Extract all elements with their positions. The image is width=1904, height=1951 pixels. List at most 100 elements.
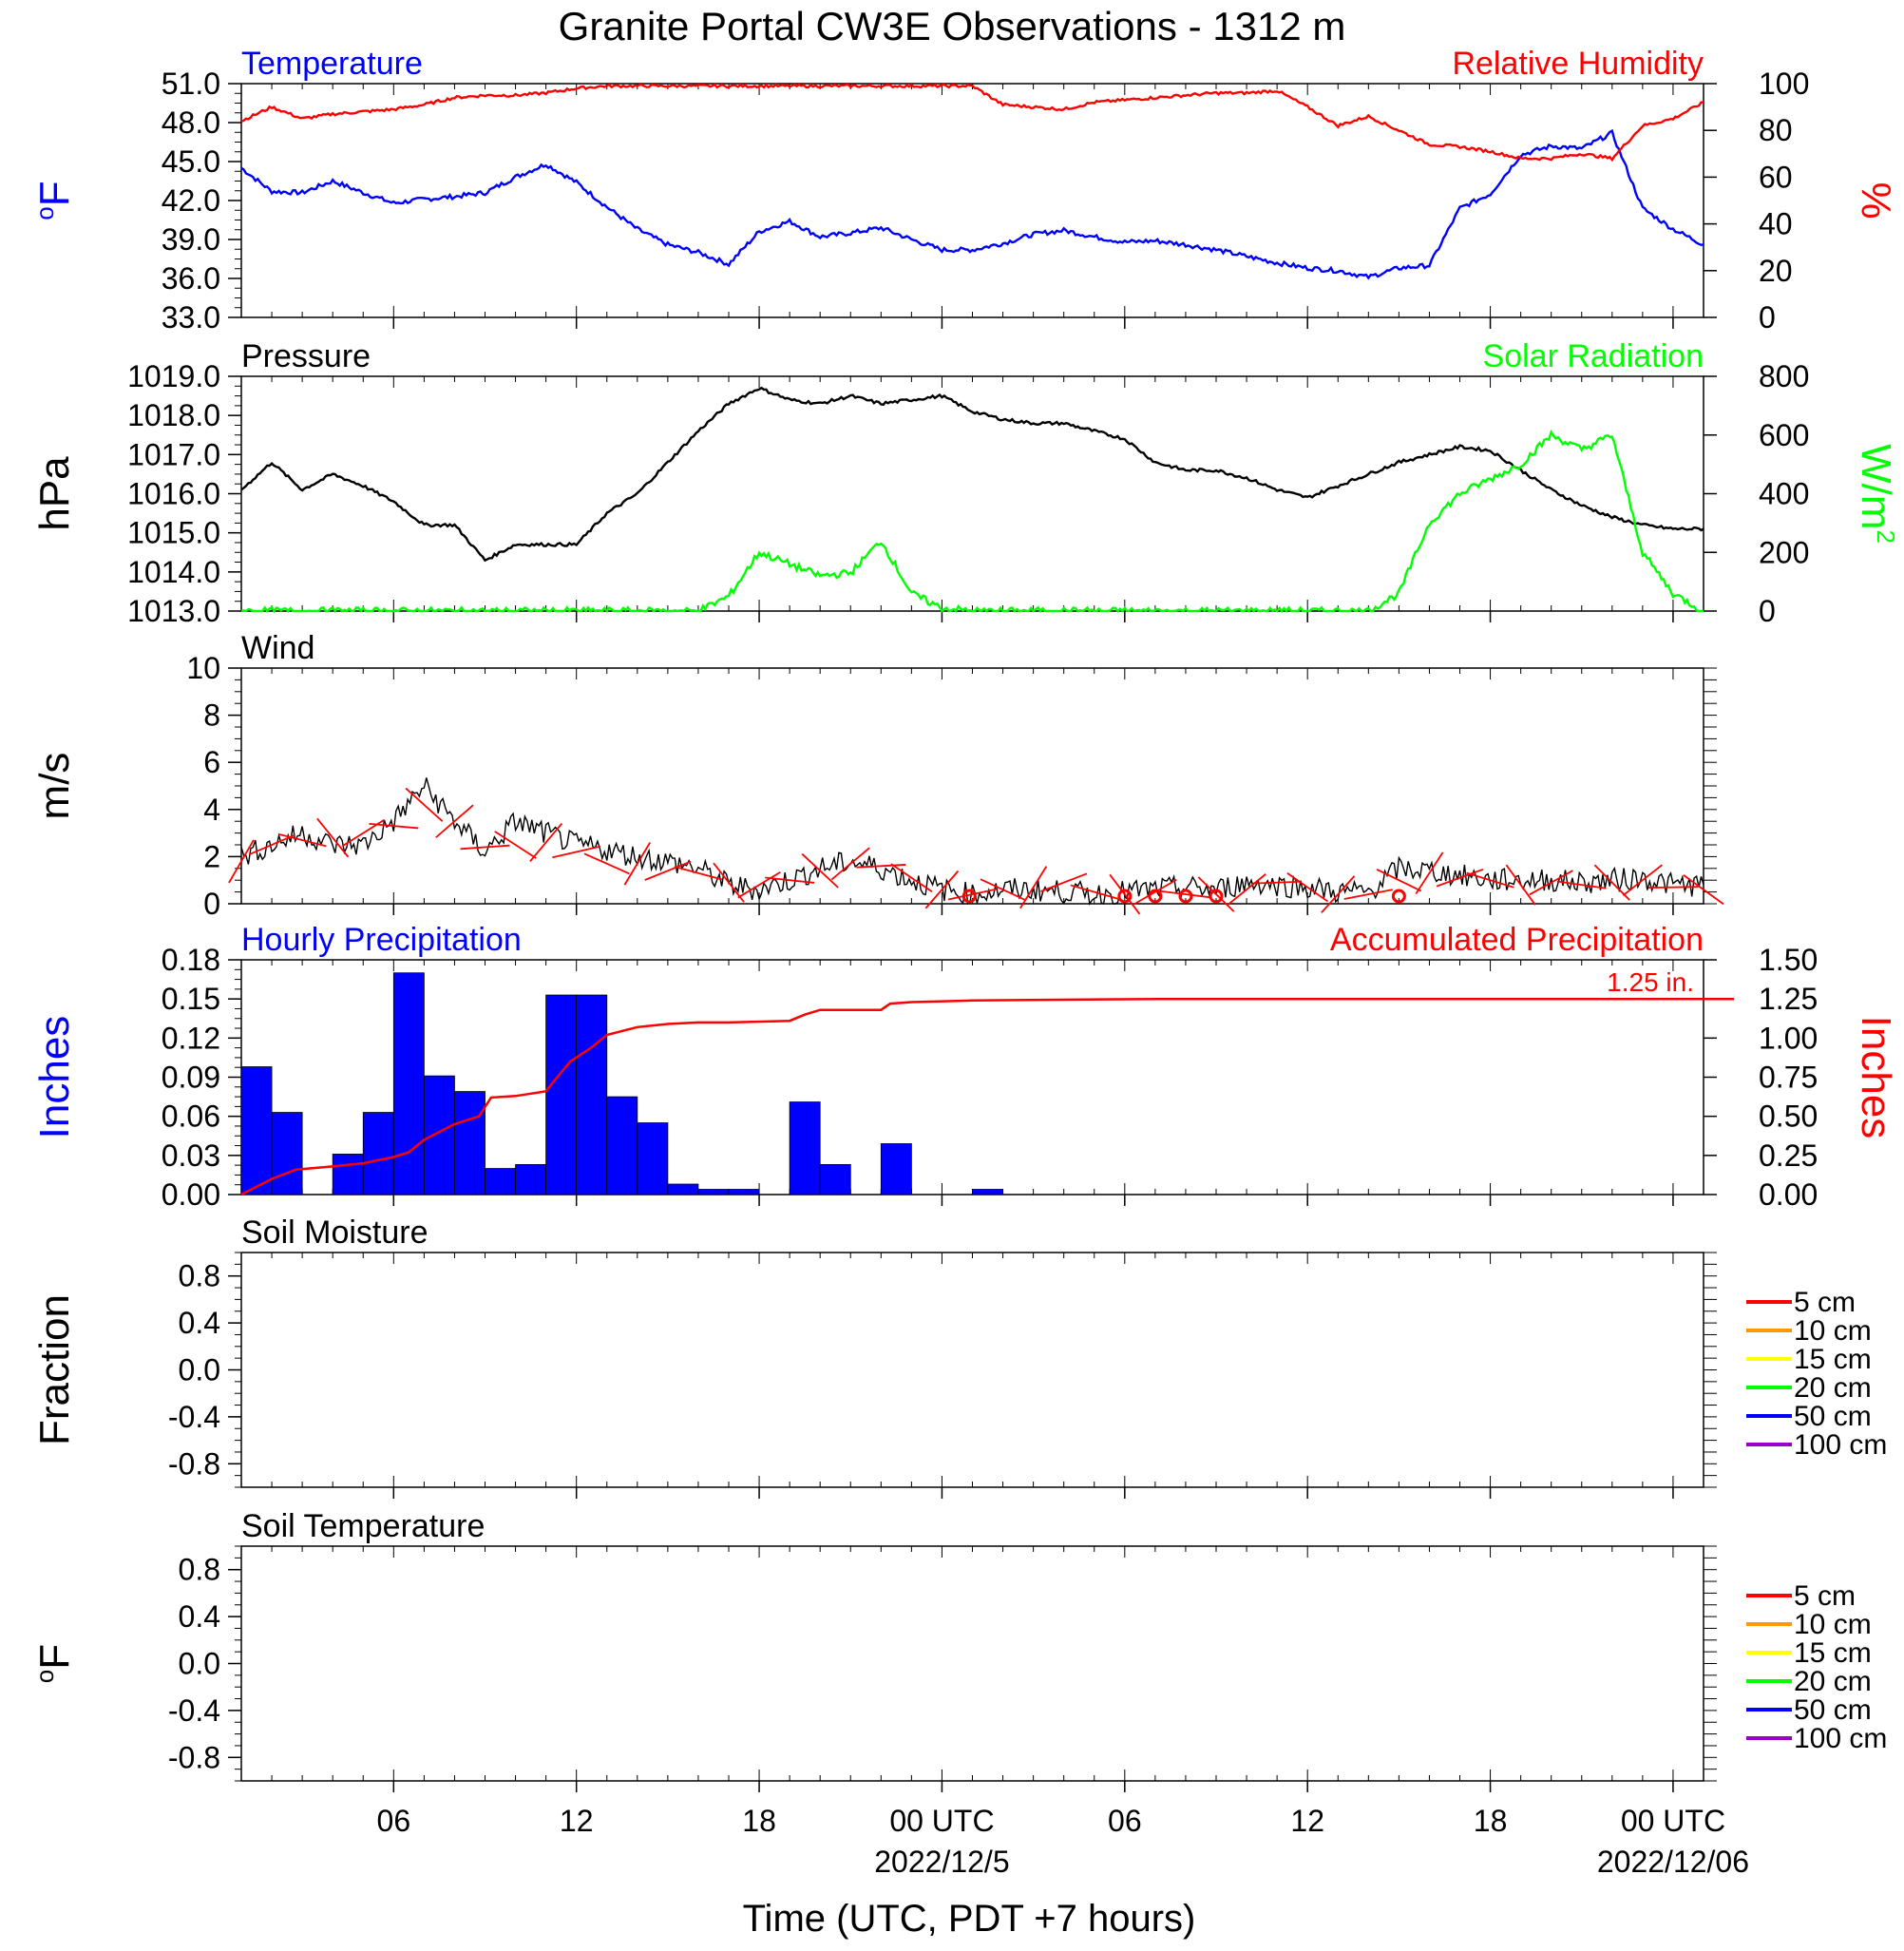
precip-bar <box>515 1164 547 1195</box>
y-left-tick-label: 0.8 <box>179 1553 220 1587</box>
wind-barb <box>674 866 723 881</box>
wind-barb <box>1252 880 1303 885</box>
precip-bar <box>332 1154 364 1195</box>
panel-left-title: Soil Temperature <box>241 1508 485 1544</box>
accumulated-precip-line <box>240 997 1735 1196</box>
panel-left-title: Wind <box>241 630 314 666</box>
plot-frame <box>240 1545 1704 1782</box>
precip-bar <box>454 1091 486 1195</box>
wind-barb <box>494 831 537 859</box>
wind-barb <box>947 888 998 901</box>
panel-right-title: Accumulated Precipitation <box>1330 922 1704 958</box>
wind-barb <box>713 862 745 903</box>
wind-barb <box>1415 851 1444 895</box>
precip-bar <box>789 1101 821 1195</box>
y-right-tick-label: 1.00 <box>1759 1021 1818 1055</box>
panel-pressure-solar: 1019.0 1018.0 1017.0 1016.0 1015.0 1014.0 1013… <box>31 338 1900 628</box>
wind-barb <box>1529 870 1573 896</box>
superscript-2: 2 <box>1872 529 1900 543</box>
y-right-tick-label: 0.50 <box>1759 1100 1818 1134</box>
x-tick-label: 12 <box>1290 1804 1324 1838</box>
wind-barb <box>529 823 563 863</box>
y-right-tick-label: 20 <box>1759 254 1793 288</box>
panel-temp-rh: 51.0 48.0 45.0 42.0 39.0 36.0 33.0 100 80 60 40 20 0… <box>30 46 1899 335</box>
plot-frame <box>240 1252 1704 1488</box>
superscript-o: o <box>30 206 59 220</box>
wind-barb <box>1376 868 1422 892</box>
superscript-o: o <box>30 1670 59 1683</box>
y-left-tick-label: 1016.0 <box>127 477 220 511</box>
wind-barb <box>856 864 906 869</box>
precip-bar <box>362 1112 394 1195</box>
panel-right-title: Relative Humidity <box>1452 46 1704 82</box>
y-left-tick-label: 48.0 <box>162 105 220 140</box>
y-right-label: % <box>1853 182 1899 219</box>
x-tick-label: 00 UTC <box>889 1804 994 1838</box>
legend-label: 15 cm <box>1794 1344 1872 1375</box>
precip-bar <box>667 1183 699 1195</box>
y-left-tick-label: 45.0 <box>162 144 220 179</box>
wind-barb <box>1647 886 1698 889</box>
panel-soil-moisture: 0.8 0.4 0.0 -0.4 -0.8 Soil Moisture Fraction 5 … <box>31 1215 1887 1499</box>
y-left-tick-label: 1014.0 <box>127 555 220 589</box>
y-left-tick-label: -0.4 <box>168 1693 220 1728</box>
unit-w-m: W/m <box>1853 444 1899 529</box>
accumulated-total-label: 1.25 in. <box>1607 967 1694 997</box>
precip-bar <box>972 1189 1003 1195</box>
wind-barb <box>980 878 1026 901</box>
wind-barb <box>830 847 870 881</box>
precip-bar <box>576 994 608 1195</box>
panel-wind: 10 8 6 4 2 0 Wind m/s <box>31 630 1724 921</box>
y-right-tick-label: 100 <box>1759 67 1809 101</box>
y-right-tick-label: 1.50 <box>1759 943 1818 977</box>
panel-left-title: Pressure <box>241 338 371 374</box>
y-left-tick-label: 42.0 <box>162 183 220 218</box>
y-left-tick-label: 0.00 <box>162 1177 220 1212</box>
wind-barb <box>1556 880 1607 889</box>
precip-bar <box>240 1066 273 1195</box>
y-left-tick-label: 0.0 <box>179 1647 220 1681</box>
y-left-label: oF <box>30 181 78 220</box>
y-left-tick-label: 0.03 <box>162 1138 220 1173</box>
y-right-tick-label: 80 <box>1759 113 1793 147</box>
y-right-tick-label: 0.75 <box>1759 1061 1818 1095</box>
wind-barb <box>1133 878 1177 906</box>
series-wind-speed <box>240 777 1704 906</box>
panel-left-title: Temperature <box>241 46 423 82</box>
y-left-tick-label: 33.0 <box>162 300 220 335</box>
y-right-tick-label: 600 <box>1759 418 1809 452</box>
wind-barb <box>248 834 295 855</box>
panel-left-title: Soil Moisture <box>241 1215 428 1251</box>
wind-barb <box>583 852 630 875</box>
y-left-tick-label: 0.18 <box>162 943 220 977</box>
series-pressure <box>240 386 1704 563</box>
precip-bar <box>392 972 425 1195</box>
y-left-tick-label: 36.0 <box>162 261 220 296</box>
chart-title: Granite Portal CW3E Observations - 1312 … <box>559 4 1346 48</box>
y-left-label: m/s <box>31 753 78 820</box>
legend-label: 20 cm <box>1794 1372 1872 1404</box>
precip-bar <box>423 1075 455 1195</box>
legend-label: 100 cm <box>1794 1429 1887 1461</box>
y-left-tick-label: 0.09 <box>162 1061 220 1095</box>
plot-frame <box>240 83 1704 318</box>
legend-label: 50 cm <box>1794 1401 1872 1432</box>
y-left-tick-label: 0.12 <box>162 1021 220 1055</box>
wind-barb <box>924 870 960 909</box>
y-left-label: hPa <box>31 456 78 531</box>
y-left-tick-label: -0.8 <box>168 1740 220 1774</box>
y-left-tick-label: 0.06 <box>162 1100 220 1134</box>
wind-barb <box>1161 890 1210 899</box>
wind-barb <box>1109 873 1141 915</box>
panel-left-title: Hourly Precipitation <box>241 922 522 958</box>
y-right-tick-label: 800 <box>1759 359 1809 393</box>
y-left-tick-label: 0.15 <box>162 982 220 1016</box>
y-left-tick-label: 0.4 <box>179 1599 220 1634</box>
panel-right-title: Solar Radiation <box>1483 338 1704 374</box>
y-left-tick-label: 0.4 <box>179 1306 220 1340</box>
precip-bar <box>637 1122 669 1195</box>
series-solar-radiation <box>240 430 1704 614</box>
x-axis: Time (UTC, PDT +7 hours) 06 12 18 00 UTC 06 1… <box>377 1804 1750 1940</box>
